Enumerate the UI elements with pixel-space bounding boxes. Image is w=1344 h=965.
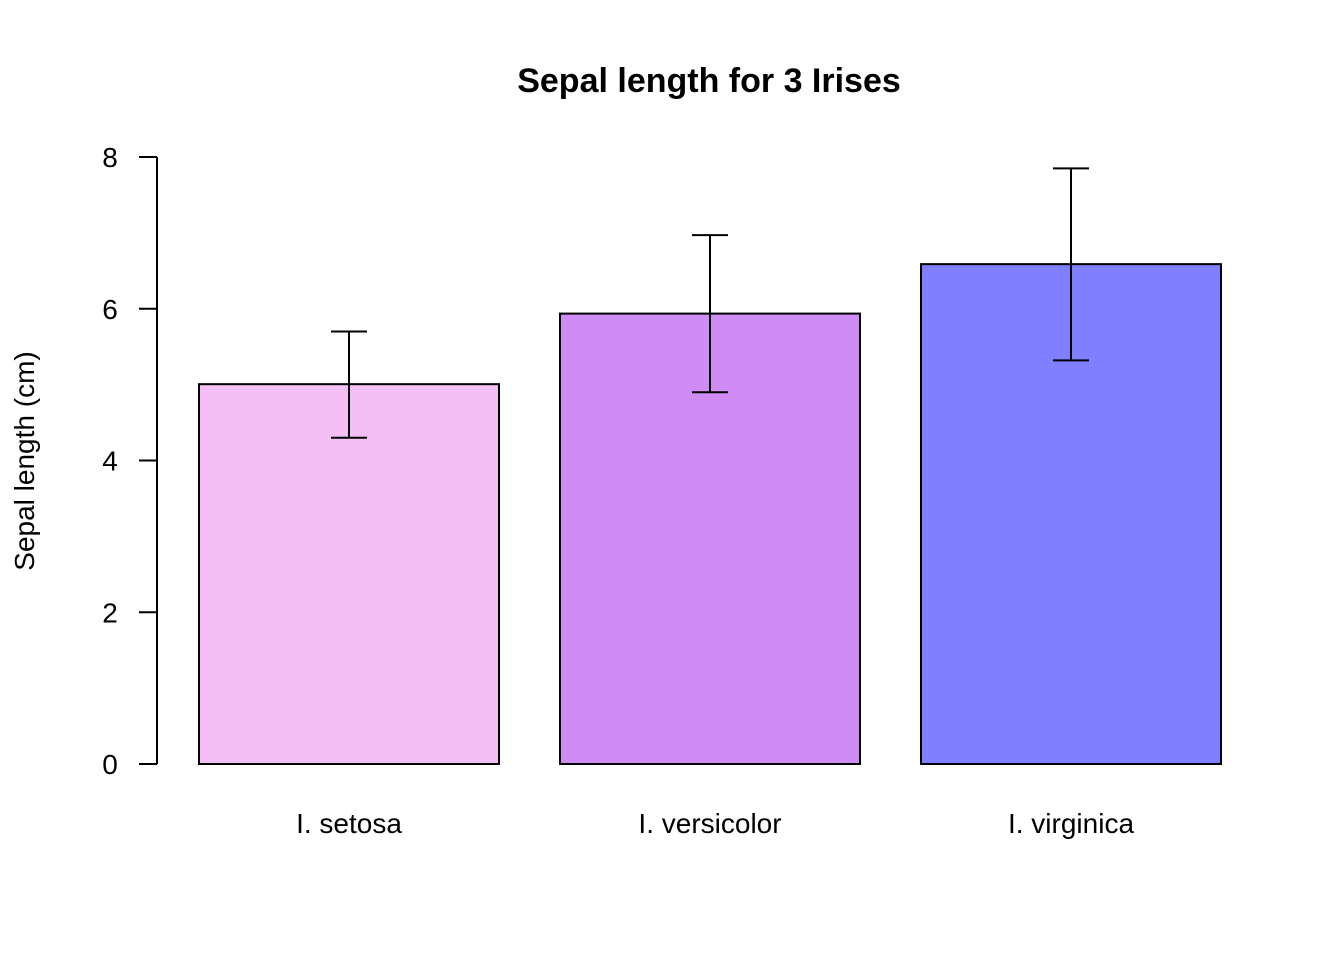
y-tick-label: 8 <box>102 142 118 173</box>
bar <box>198 383 500 765</box>
x-category-label: I. versicolor <box>638 808 781 839</box>
y-axis: 0 2 4 6 8 <box>102 142 158 780</box>
y-tick-label: 2 <box>102 597 118 628</box>
chart-title: Sepal length for 3 Irises <box>517 62 901 100</box>
bars-group <box>198 263 1222 765</box>
y-axis-label: Sepal length (cm) <box>9 351 40 570</box>
y-tick-label: 6 <box>102 294 118 325</box>
error-bars-group <box>331 167 1089 439</box>
x-category-label: I. virginica <box>1008 808 1134 839</box>
x-category-labels: I. setosa I. versicolor I. virginica <box>296 808 1134 839</box>
x-category-label: I. setosa <box>296 808 402 839</box>
y-tick-label: 0 <box>102 749 118 780</box>
y-tick-label: 4 <box>102 446 118 477</box>
